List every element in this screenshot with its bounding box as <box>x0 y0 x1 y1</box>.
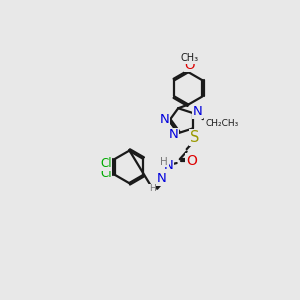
Text: N: N <box>163 159 173 172</box>
Text: O: O <box>185 59 195 72</box>
Text: N: N <box>157 172 167 185</box>
Text: O: O <box>186 154 197 168</box>
Text: N: N <box>193 105 202 118</box>
Text: Cl: Cl <box>100 157 112 170</box>
Text: S: S <box>190 130 199 145</box>
Text: N: N <box>160 113 170 126</box>
Text: N: N <box>169 128 178 141</box>
Text: CH₃: CH₃ <box>180 53 198 63</box>
Text: H: H <box>160 157 168 166</box>
Text: H: H <box>148 184 155 193</box>
Text: Cl: Cl <box>100 167 112 180</box>
Text: CH₂CH₃: CH₂CH₃ <box>205 119 238 128</box>
